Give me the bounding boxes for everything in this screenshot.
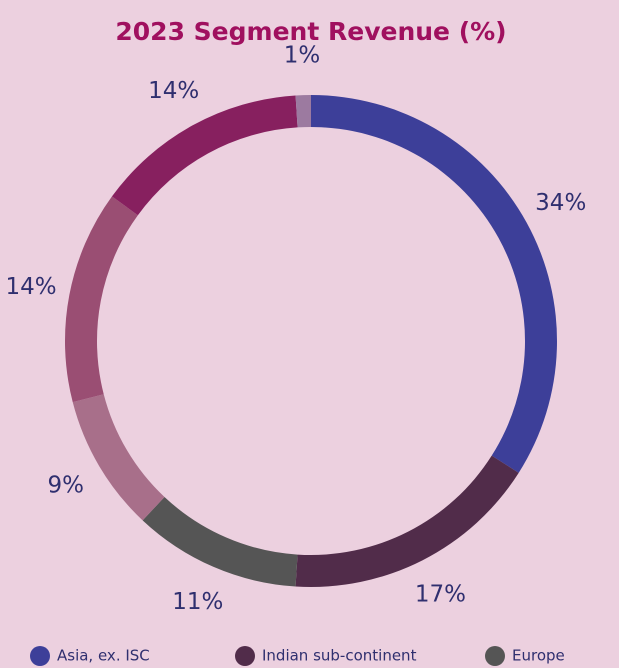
legend-label: Indian sub-continent <box>262 647 417 665</box>
data-label: 17% <box>415 581 466 607</box>
donut-segment <box>311 95 557 473</box>
donut-segment <box>111 95 298 216</box>
data-label: 9% <box>47 473 84 499</box>
legend-swatch <box>30 646 50 666</box>
data-label: 1% <box>284 43 321 69</box>
donut-segment <box>72 394 165 521</box>
legend-label: Asia, ex. ISC <box>57 647 150 665</box>
chart-title: 2023 Segment Revenue (%) <box>115 17 506 46</box>
donut-segment <box>295 455 519 587</box>
donut-segment <box>65 196 138 403</box>
data-label: 14% <box>148 78 199 104</box>
data-label: 11% <box>172 589 223 615</box>
donut-segment <box>295 95 311 128</box>
data-label: 34% <box>535 190 586 216</box>
data-label: 14% <box>5 274 56 300</box>
legend-swatch <box>485 646 505 666</box>
legend-swatch <box>235 646 255 666</box>
donut-segment <box>142 496 298 587</box>
legend-label: Europe <box>512 647 565 665</box>
